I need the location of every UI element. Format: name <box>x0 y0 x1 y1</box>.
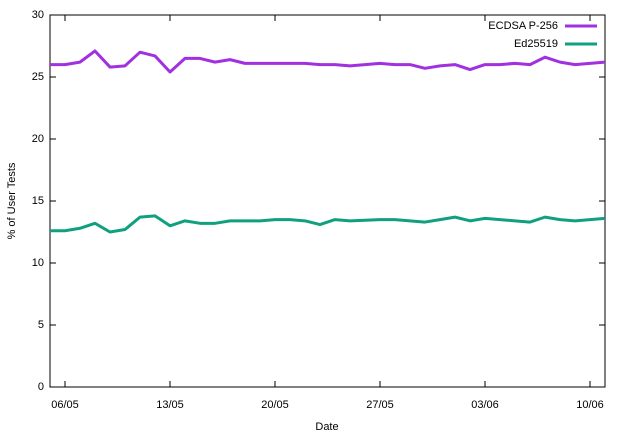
x-tick-label: 10/06 <box>576 399 604 411</box>
y-tick-label: 5 <box>38 319 44 331</box>
y-tick-label: 10 <box>32 257 44 269</box>
series-line <box>50 49 606 74</box>
plot-border <box>49 14 606 388</box>
y-tick-label: 30 <box>32 9 44 21</box>
y-tick-label: 15 <box>32 195 44 207</box>
x-tick-label: 13/05 <box>156 399 184 411</box>
x-tick-label: 27/05 <box>366 399 394 411</box>
y-axis-label: % of User Tests <box>6 162 18 239</box>
x-tick-label: 03/06 <box>471 399 499 411</box>
x-axis-label: Date <box>315 421 338 433</box>
y-tick-label: 20 <box>32 133 44 145</box>
y-tick-label: 25 <box>32 71 44 83</box>
legend-label: Ed25519 <box>514 38 558 50</box>
legend-label: ECDSA P-256 <box>488 20 558 32</box>
x-tick-label: 20/05 <box>261 399 289 411</box>
x-tick-label: 06/05 <box>51 399 79 411</box>
y-tick-label: 0 <box>38 381 44 393</box>
series-line <box>50 214 606 234</box>
